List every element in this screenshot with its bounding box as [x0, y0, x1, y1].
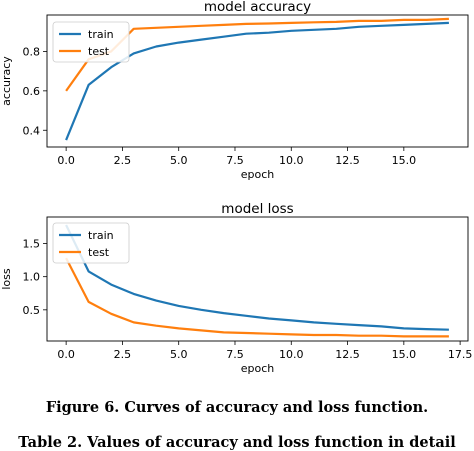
x-tick-label: 12.5 — [335, 154, 360, 167]
x-tick-label: 15.0 — [392, 154, 417, 167]
legend-label-test: test — [88, 246, 110, 259]
x-tick-label: 2.5 — [114, 348, 132, 361]
y-tick-label: 0.4 — [23, 124, 41, 137]
y-tick-label: 0.5 — [23, 304, 41, 317]
x-tick-label: 5.0 — [170, 154, 188, 167]
y-tick-label: 1.0 — [23, 271, 41, 284]
plot-frame — [46, 14, 469, 148]
x-tick-label: 2.5 — [114, 154, 132, 167]
y-axis-label: accuracy — [0, 56, 13, 106]
x-tick-label: 7.5 — [226, 348, 244, 361]
series-line-train — [65, 21, 449, 141]
y-tick-label: 0.8 — [23, 45, 41, 58]
legend: train test — [52, 222, 130, 264]
chart-accuracy: model accuracy 0.0 2.5 5.0 7.5 10.0 12.5 15.0 0.… — [0, 0, 469, 181]
y-tick-label: 0.6 — [23, 85, 41, 98]
legend-label-test: test — [88, 45, 110, 58]
chart-title: model accuracy — [204, 0, 311, 15]
x-tick-label: 10.0 — [279, 154, 304, 167]
x-tick-label: 7.5 — [226, 154, 244, 167]
x-tick-label: 15.0 — [392, 348, 417, 361]
legend-label-train: train — [88, 28, 114, 41]
x-tick-label: 17.5 — [448, 348, 473, 361]
x-tick-label: 12.5 — [335, 348, 360, 361]
x-tick-label: 0.0 — [57, 154, 75, 167]
series-line-train — [65, 224, 449, 331]
legend: train test — [52, 21, 130, 63]
series-line-test — [65, 257, 449, 338]
y-axis-label: loss — [0, 268, 13, 290]
legend-label-train: train — [88, 229, 114, 242]
x-tick-label: 10.0 — [279, 348, 304, 361]
figure-caption: Figure 6. Curves of accuracy and loss fu… — [45, 399, 429, 416]
plot-frame — [46, 216, 469, 342]
chart-loss: model loss 0.0 2.5 5.0 7.5 10.0 12.5 15.0 17.5 0.… — [0, 201, 472, 375]
series-line-test — [65, 17, 449, 92]
chart-title: model loss — [221, 201, 293, 217]
x-tick-label: 5.0 — [170, 348, 188, 361]
y-tick-label: 1.5 — [23, 238, 41, 251]
x-axis-label: epoch — [241, 362, 275, 375]
x-axis-label: epoch — [241, 168, 275, 181]
x-tick-label: 0.0 — [57, 348, 75, 361]
table-caption: Table 2. Values of accuracy and loss fun… — [18, 434, 456, 451]
